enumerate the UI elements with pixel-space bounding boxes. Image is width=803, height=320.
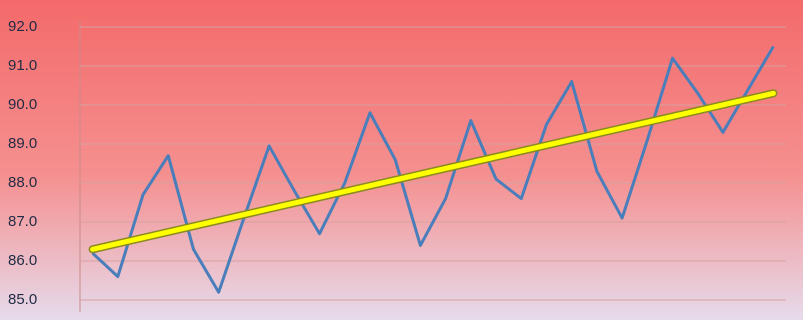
y-tick-label: 92.0 bbox=[8, 18, 37, 35]
y-tick-label: 86.0 bbox=[8, 252, 37, 269]
data-line bbox=[91, 45, 775, 294]
y-tick-label: 90.0 bbox=[8, 96, 37, 113]
y-tick-label: 91.0 bbox=[8, 57, 37, 74]
trend-line bbox=[90, 90, 776, 252]
y-tick-label: 85.0 bbox=[8, 291, 37, 308]
y-tick-label: 89.0 bbox=[8, 135, 37, 152]
y-tick-label: 87.0 bbox=[8, 213, 37, 230]
y-tick-label: 88.0 bbox=[8, 174, 37, 191]
